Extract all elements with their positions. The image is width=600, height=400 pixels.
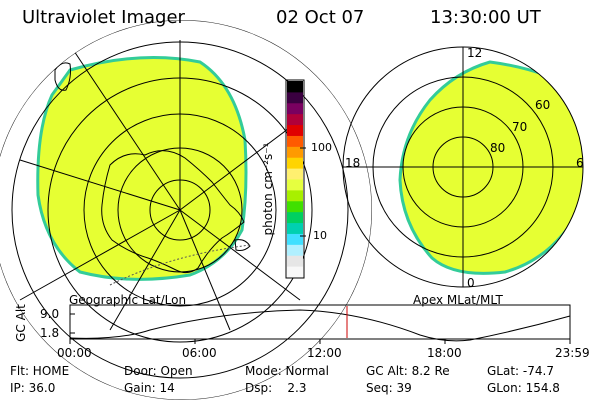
info-glon: GLon: 154.8 xyxy=(487,381,560,395)
colorbar-band xyxy=(287,81,303,93)
date-label: 02 Oct 07 xyxy=(276,7,365,28)
colorbar-band xyxy=(287,233,303,245)
mlt-dial xyxy=(342,46,584,288)
info-ip: IP: 36.0 xyxy=(10,381,56,395)
timeline-xtick-0600: 06:00 xyxy=(182,346,217,360)
left-panel-caption: Geographic Lat/Lon xyxy=(69,293,187,307)
mlt-label-12: 12 xyxy=(467,46,483,60)
colorbar-band xyxy=(287,200,303,213)
mlt-label-6: 6 xyxy=(576,156,584,170)
instrument-title: Ultraviolet Imager xyxy=(22,7,185,28)
timeline-xtick-1800: 18:00 xyxy=(427,346,462,360)
timeline-ytick-low: 1.8 xyxy=(40,326,60,340)
colorbar xyxy=(285,79,306,279)
info-flt: Flt: HOME xyxy=(10,364,70,378)
colorbar-band xyxy=(287,211,303,224)
info-mode: Mode: Normal xyxy=(245,364,329,378)
colorbar-band xyxy=(287,189,303,202)
info-glat: GLat: -74.7 xyxy=(487,364,554,378)
timeline-xtick-1200: 12:00 xyxy=(307,346,342,360)
colorbar-band xyxy=(287,102,303,115)
timeline-xtick-0000: 00:00 xyxy=(57,346,92,360)
timeline-plot xyxy=(69,304,571,344)
info-dsp: Dsp: 2.3 xyxy=(245,381,307,395)
colorbar-band xyxy=(287,124,303,136)
colorbar-band xyxy=(287,222,303,234)
colorbar-band xyxy=(287,91,303,104)
left-emission-region xyxy=(36,56,248,281)
info-seq: Seq: 39 xyxy=(366,381,412,395)
colorbar-band xyxy=(287,146,303,158)
mlat-label-80: 80 xyxy=(490,141,506,155)
timeline-xtick-2359: 23:59 xyxy=(555,346,590,360)
timeline-axis-label: GC Alt xyxy=(14,304,28,342)
colorbar-tick-10: 10 xyxy=(313,229,327,242)
time-label: 13:30:00 UT xyxy=(430,7,541,28)
colorbar-band xyxy=(287,168,303,180)
info-gain: Gain: 14 xyxy=(124,381,175,395)
mlat-label-70: 70 xyxy=(512,120,528,134)
mlt-label-18: 18 xyxy=(345,156,361,170)
colorbar-band xyxy=(287,255,303,267)
colorbar-band xyxy=(287,113,303,126)
colorbar-band xyxy=(287,179,303,191)
colorbar-band xyxy=(287,135,303,147)
geographic-map xyxy=(0,20,372,400)
colorbar-band xyxy=(287,266,303,278)
colorbar-band xyxy=(287,157,303,169)
info-gc-alt: GC Alt: 8.2 Re xyxy=(366,364,450,378)
mlat-label-60: 60 xyxy=(535,98,551,112)
colorbar-tick-100: 100 xyxy=(311,141,332,154)
mlt-label-0: 0 xyxy=(467,276,475,290)
right-panel-caption: Apex MLat/MLT xyxy=(413,293,503,307)
colorbar-unit-label: photon cm⁻²s⁻¹ xyxy=(261,142,275,236)
colorbar-band xyxy=(287,244,303,256)
info-door: Door: Open xyxy=(124,364,193,378)
timeline-ytick-high: 9.0 xyxy=(40,307,60,321)
